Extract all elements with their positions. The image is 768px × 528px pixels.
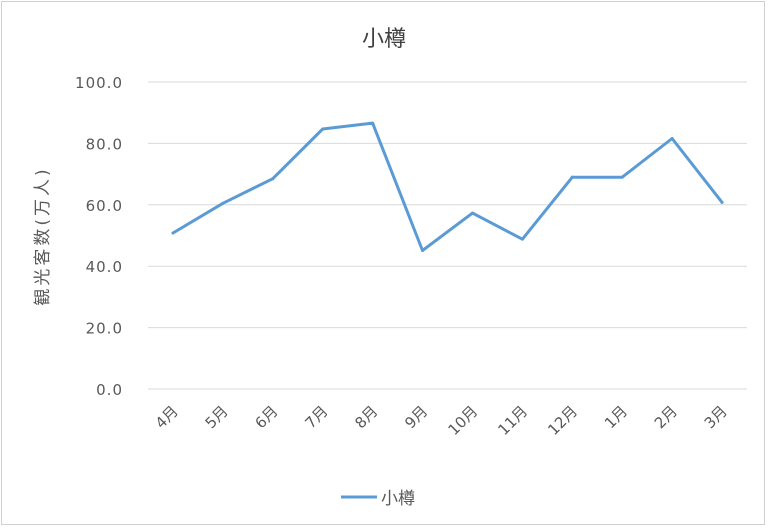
x-tick-label: 12月 — [544, 402, 581, 439]
x-tick-label: 1月 — [601, 402, 631, 432]
x-tick-label: 10月 — [444, 402, 481, 439]
y-tick-label: 0.0 — [96, 381, 123, 399]
chart-title: 小樽 — [362, 27, 406, 52]
data-point — [720, 200, 724, 204]
data-point — [620, 175, 624, 179]
data-point — [520, 237, 524, 241]
data-point — [670, 136, 674, 140]
data-point — [371, 121, 375, 125]
x-tick-label: 9月 — [401, 402, 431, 432]
data-point — [221, 201, 225, 205]
x-tick-label: 7月 — [301, 402, 331, 432]
y-tick-label: 60.0 — [86, 197, 123, 215]
x-tick-label: 4月 — [152, 402, 182, 432]
y-axis-label: 観光客数(万人) — [33, 166, 53, 305]
x-tick-label: 3月 — [701, 402, 731, 432]
series-line — [171, 121, 724, 252]
x-tick-label: 11月 — [494, 402, 531, 439]
x-tick-label: 8月 — [351, 402, 381, 432]
data-point — [321, 127, 325, 131]
data-point — [171, 231, 175, 235]
data-point — [470, 211, 474, 215]
legend: 小樽 — [341, 489, 415, 509]
x-tick-label: 2月 — [651, 402, 681, 432]
x-tick-label: 6月 — [252, 402, 282, 432]
data-point — [421, 249, 425, 253]
data-point — [271, 177, 275, 181]
x-tick-label: 5月 — [202, 402, 232, 432]
y-tick-label: 20.0 — [86, 320, 123, 338]
y-tick-label: 80.0 — [86, 135, 123, 153]
legend-label: 小樽 — [381, 489, 415, 509]
y-tick-label: 100.0 — [75, 74, 123, 92]
y-tick-label: 40.0 — [86, 258, 123, 276]
data-point — [570, 175, 574, 179]
